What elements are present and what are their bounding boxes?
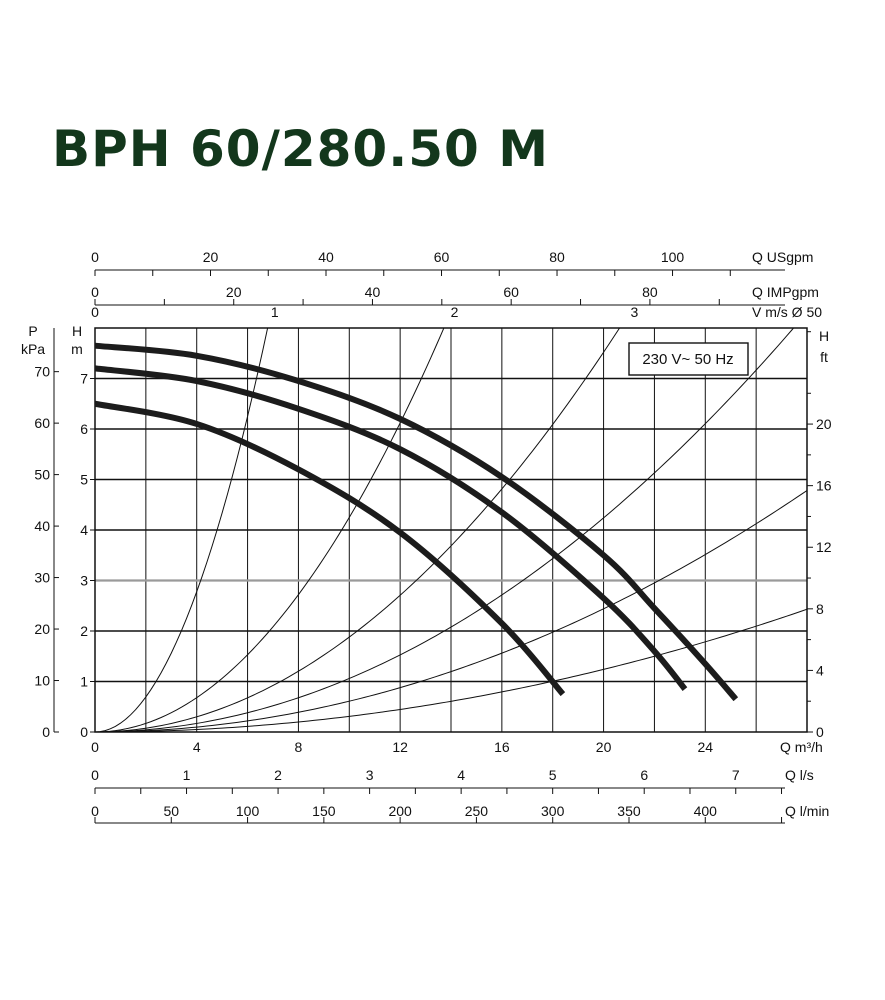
x-tick-label-m3h: 8 [295, 739, 303, 755]
usgpm-tick-label: 20 [203, 249, 219, 265]
x-tick-label-m3h: 16 [494, 739, 510, 755]
grid [94, 327, 808, 733]
y-tick-label-m: 0 [80, 724, 88, 740]
y-tick-label-m: 6 [80, 421, 88, 437]
ls-tick-label: 1 [183, 767, 191, 783]
y-tick-label-m: 5 [80, 472, 88, 488]
y-tick-label-m: 4 [80, 522, 88, 538]
usgpm-tick-label: 0 [91, 249, 99, 265]
ls-tick-label: 2 [274, 767, 282, 783]
y-axis-label-m-bottom: m [71, 341, 83, 357]
velocity-tick-label: 2 [451, 304, 459, 320]
performance-curve-1 [94, 342, 739, 702]
lmin-tick-label: 400 [694, 803, 718, 819]
chart-title: BPH 60/280.50 M [52, 120, 549, 178]
ls-tick-label: 3 [366, 767, 374, 783]
x-tick-label-m3h: 20 [596, 739, 612, 755]
x-tick-label-m3h: 12 [392, 739, 408, 755]
kpa-tick-label: 50 [34, 467, 50, 483]
y-axis-label-m-top: H [72, 323, 82, 339]
x-tick-label-m3h: 4 [193, 739, 201, 755]
ft-tick-label: 20 [816, 416, 832, 432]
impgpm-tick-label: 60 [503, 284, 519, 300]
lmin-tick-label: 0 [91, 803, 99, 819]
usgpm-tick-label: 60 [434, 249, 450, 265]
ft-axis-label-top: H [819, 328, 829, 344]
usgpm-tick-label: 80 [549, 249, 565, 265]
system-curve [95, 328, 445, 732]
velocity-tick-label: 1 [271, 304, 279, 320]
x-tick-label-m3h: 24 [697, 739, 713, 755]
x-axis-label-m3h: Q m³/h [780, 739, 823, 755]
x-tick-label-m3h: 0 [91, 739, 99, 755]
kpa-axis-label-top: P [28, 323, 37, 339]
performance-curves [94, 342, 739, 702]
kpa-tick-label: 60 [34, 415, 50, 431]
kpa-tick-label: 30 [34, 570, 50, 586]
usgpm-tick-label: 40 [318, 249, 334, 265]
ft-tick-label: 12 [816, 539, 832, 555]
velocity-tick-label: 3 [630, 304, 638, 320]
lmin-tick-label: 150 [312, 803, 336, 819]
annotation-text: 230 V~ 50 Hz [642, 351, 733, 368]
kpa-tick-label: 70 [34, 364, 50, 380]
ft-axis-label-bottom: ft [820, 349, 828, 365]
ls-tick-label: 5 [549, 767, 557, 783]
y-tick-label-m: 2 [80, 623, 88, 639]
lmin-tick-label: 250 [465, 803, 489, 819]
annotation-frame [628, 342, 749, 376]
system-curves [95, 328, 807, 732]
ls-tick-label: 4 [457, 767, 465, 783]
annotation-box: 230 V~ 50 Hz [628, 342, 749, 376]
impgpm-tick-label: 20 [226, 284, 242, 300]
performance-curve-3 [94, 400, 566, 697]
y-tick-label-m: 1 [80, 674, 88, 690]
velocity-axis-label: V m/s Ø 50 [752, 304, 822, 320]
usgpm-tick-label: 100 [661, 249, 685, 265]
kpa-tick-label: 0 [42, 724, 50, 740]
ft-tick-label: 4 [816, 662, 824, 678]
impgpm-tick-label: 40 [365, 284, 381, 300]
impgpm-tick-label: 0 [91, 284, 99, 300]
ft-tick-label: 0 [816, 724, 824, 740]
ls-tick-label: 6 [640, 767, 648, 783]
system-curve [95, 328, 795, 732]
kpa-tick-label: 20 [34, 621, 50, 637]
usgpm-axis-label: Q USgpm [752, 249, 813, 265]
lmin-axis-label: Q l/min [785, 803, 829, 819]
kpa-tick-label: 10 [34, 673, 50, 689]
impgpm-axis-label: Q IMPgpm [752, 284, 819, 300]
y-tick-label-m: 3 [80, 573, 88, 589]
axes: 01234567Hm010203040506070PkPa048121620Hf… [21, 249, 832, 824]
ls-tick-label: 0 [91, 767, 99, 783]
system-curve [95, 328, 269, 732]
ls-tick-label: 7 [732, 767, 740, 783]
velocity-tick-label: 0 [91, 304, 99, 320]
lmin-tick-label: 100 [236, 803, 260, 819]
ft-tick-label: 16 [816, 478, 832, 494]
impgpm-tick-label: 80 [642, 284, 658, 300]
y-tick-label-m: 7 [80, 371, 88, 387]
system-curve [95, 490, 807, 732]
lmin-tick-label: 200 [388, 803, 412, 819]
ft-tick-label: 8 [816, 601, 824, 617]
kpa-axis-label-bottom: kPa [21, 341, 45, 357]
performance-curve-2 [94, 365, 688, 691]
ls-axis-label: Q l/s [785, 767, 814, 783]
system-curve [95, 328, 621, 732]
lmin-tick-label: 50 [163, 803, 179, 819]
lmin-tick-label: 300 [541, 803, 565, 819]
kpa-tick-label: 40 [34, 518, 50, 534]
lmin-tick-label: 350 [617, 803, 641, 819]
